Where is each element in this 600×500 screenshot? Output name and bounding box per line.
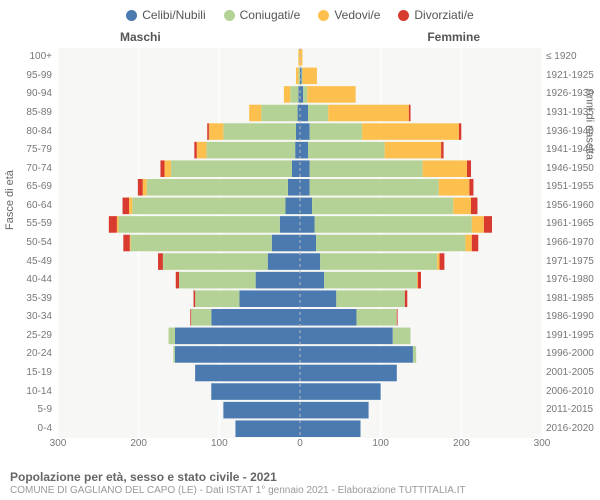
age-tick: 65-69: [26, 181, 52, 192]
age-tick: 70-74: [26, 163, 52, 174]
age-tick: 40-44: [26, 274, 52, 285]
y-axis-birth: ≤ 1920 1921-1925 1926-1930 1931-1935 1936-19…: [542, 48, 600, 438]
age-tick: 60-64: [26, 200, 52, 211]
birth-tick: 1951-1955: [546, 181, 594, 192]
age-tick: 90-94: [26, 88, 52, 99]
x-axis: 3002001000100200300: [58, 438, 542, 452]
plot-area: [58, 48, 542, 438]
x-tick: 100: [211, 438, 228, 449]
birth-tick: 1926-1930: [546, 88, 594, 99]
footer: Popolazione per età, sesso e stato civil…: [10, 470, 590, 496]
age-tick: 80-84: [26, 126, 52, 137]
female-label: Femmine: [427, 30, 480, 44]
birth-tick: 2016-2020: [546, 423, 594, 434]
birth-tick: 1986-1990: [546, 311, 594, 322]
birth-tick: 1966-1970: [546, 237, 594, 248]
birth-tick: 2006-2010: [546, 386, 594, 397]
birth-tick: 1956-1960: [546, 200, 594, 211]
age-tick: 100+: [29, 51, 52, 62]
age-tick: 45-49: [26, 256, 52, 267]
birth-tick: ≤ 1920: [546, 51, 577, 62]
legend-item: Divorziati/e: [398, 8, 473, 22]
x-tick: 300: [50, 438, 67, 449]
gender-labels: Maschi Femmine: [0, 30, 600, 44]
chart-subtitle: COMUNE DI GAGLIANO DEL CAPO (LE) - Dati …: [10, 485, 590, 496]
age-tick: 15-19: [26, 367, 52, 378]
legend-item: Vedovi/e: [318, 8, 380, 22]
age-tick: 25-29: [26, 330, 52, 341]
population-pyramid-chart: Celibi/Nubili Coniugati/e Vedovi/e Divorzia…: [0, 0, 600, 500]
birth-tick: 1921-1925: [546, 70, 594, 81]
age-tick: 5-9: [38, 404, 52, 415]
age-tick: 55-59: [26, 218, 52, 229]
age-tick: 0-4: [38, 423, 52, 434]
chart-title: Popolazione per età, sesso e stato civil…: [10, 470, 590, 484]
age-tick: 35-39: [26, 293, 52, 304]
age-tick: 20-24: [26, 348, 52, 359]
legend-label: Vedovi/e: [334, 8, 380, 22]
y-axis-age: 100+ 95-99 90-94 85-89 80-84 75-79 70-74 65-69 6…: [0, 48, 56, 438]
legend-label: Divorziati/e: [414, 8, 473, 22]
birth-tick: 1991-1995: [546, 330, 594, 341]
x-tick: 100: [372, 438, 389, 449]
birth-tick: 1971-1975: [546, 256, 594, 267]
birth-tick: 1976-1980: [546, 274, 594, 285]
male-label: Maschi: [120, 30, 161, 44]
birth-tick: 1941-1945: [546, 144, 594, 155]
birth-tick: 2011-2015: [546, 404, 593, 415]
age-tick: 95-99: [26, 70, 52, 81]
legend-swatch: [398, 10, 409, 21]
legend-swatch: [126, 10, 137, 21]
birth-tick: 1996-2000: [546, 348, 594, 359]
age-tick: 85-89: [26, 107, 52, 118]
birth-tick: 1981-1985: [546, 293, 594, 304]
age-tick: 10-14: [26, 386, 52, 397]
legend-item: Celibi/Nubili: [126, 8, 205, 22]
legend: Celibi/Nubili Coniugati/e Vedovi/e Divorzia…: [0, 0, 600, 24]
age-tick: 30-34: [26, 311, 52, 322]
birth-tick: 1931-1935: [546, 107, 594, 118]
legend-label: Coniugati/e: [240, 8, 301, 22]
x-tick: 300: [534, 438, 551, 449]
age-tick: 50-54: [26, 237, 52, 248]
legend-item: Coniugati/e: [224, 8, 301, 22]
legend-swatch: [318, 10, 329, 21]
age-tick: 75-79: [26, 144, 52, 155]
legend-label: Celibi/Nubili: [142, 8, 205, 22]
x-tick: 0: [297, 438, 303, 449]
birth-tick: 1946-1950: [546, 163, 594, 174]
legend-swatch: [224, 10, 235, 21]
birth-tick: 1936-1940: [546, 126, 594, 137]
birth-tick: 2001-2005: [546, 367, 594, 378]
x-tick: 200: [130, 438, 147, 449]
x-tick: 200: [453, 438, 470, 449]
birth-tick: 1961-1965: [546, 218, 594, 229]
